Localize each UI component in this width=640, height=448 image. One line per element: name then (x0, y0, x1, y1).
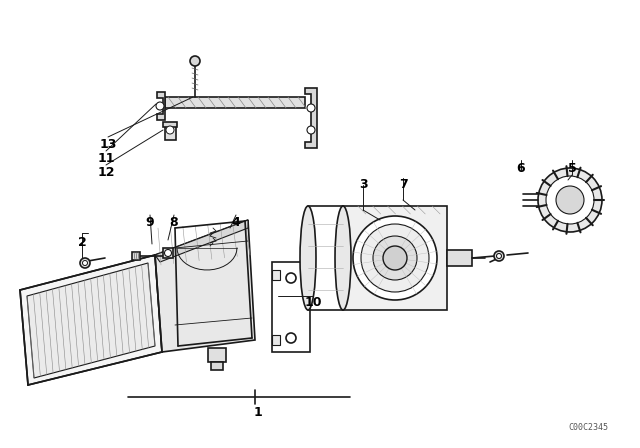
Bar (208, 348, 226, 362)
Circle shape (538, 168, 602, 232)
Circle shape (497, 254, 502, 258)
Circle shape (494, 251, 504, 261)
Circle shape (286, 273, 296, 283)
Circle shape (556, 186, 584, 214)
Bar (165, 125, 176, 140)
Circle shape (307, 104, 315, 112)
Circle shape (383, 246, 407, 270)
Bar (447, 250, 472, 266)
Text: 10: 10 (304, 297, 322, 310)
Polygon shape (20, 255, 162, 385)
Polygon shape (155, 220, 248, 262)
Circle shape (164, 250, 172, 257)
Bar (132, 252, 140, 260)
Circle shape (156, 102, 164, 110)
Text: 6: 6 (516, 161, 525, 175)
Text: 9: 9 (146, 215, 154, 228)
Bar (272, 270, 280, 280)
Text: 7: 7 (399, 178, 408, 191)
Circle shape (307, 126, 315, 134)
Circle shape (286, 333, 296, 343)
Bar (272, 262, 310, 352)
Text: C00C2345: C00C2345 (568, 423, 608, 432)
Text: 2: 2 (77, 237, 86, 250)
Circle shape (83, 260, 88, 266)
Circle shape (361, 224, 429, 292)
Bar (343, 206, 447, 310)
Polygon shape (27, 263, 155, 378)
Bar (211, 362, 223, 370)
Bar (163, 122, 177, 127)
Text: 13: 13 (99, 138, 116, 151)
Text: 4: 4 (232, 215, 241, 228)
Text: 12: 12 (97, 165, 115, 178)
Text: 8: 8 (170, 215, 179, 228)
Circle shape (190, 56, 200, 66)
Ellipse shape (300, 206, 316, 310)
Polygon shape (305, 88, 317, 148)
Circle shape (373, 236, 417, 280)
Text: 11: 11 (97, 151, 115, 164)
Polygon shape (155, 220, 255, 352)
Bar (163, 248, 173, 258)
Text: 5: 5 (568, 161, 577, 175)
Ellipse shape (335, 206, 351, 310)
Circle shape (353, 216, 437, 300)
Polygon shape (157, 92, 165, 120)
Circle shape (166, 126, 174, 134)
Circle shape (546, 176, 594, 224)
Text: 1: 1 (253, 406, 262, 419)
Bar (272, 335, 280, 345)
Polygon shape (165, 97, 305, 108)
Circle shape (80, 258, 90, 268)
Text: 3: 3 (358, 178, 367, 191)
